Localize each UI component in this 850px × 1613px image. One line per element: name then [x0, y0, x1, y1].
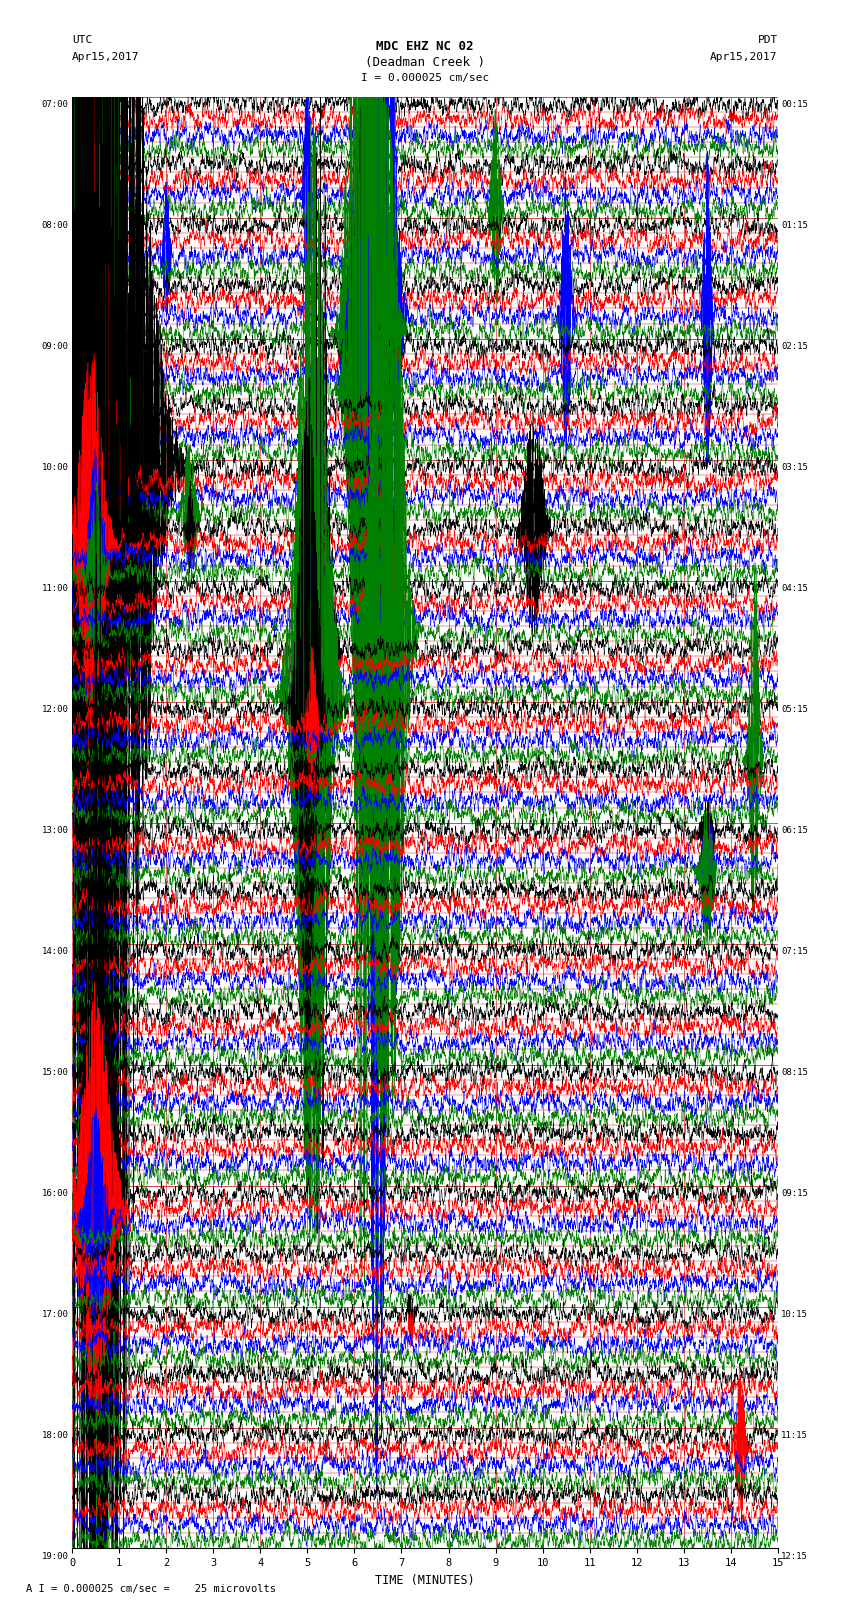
Text: 09:15: 09:15: [781, 1189, 808, 1197]
Text: UTC: UTC: [72, 35, 93, 45]
Text: MDC EHZ NC 02: MDC EHZ NC 02: [377, 40, 473, 53]
Text: 11:00: 11:00: [42, 584, 69, 592]
Text: PDT: PDT: [757, 35, 778, 45]
Text: 08:15: 08:15: [781, 1068, 808, 1076]
Text: 07:00: 07:00: [42, 100, 69, 108]
Text: 02:15: 02:15: [781, 342, 808, 350]
Text: 06:15: 06:15: [781, 826, 808, 834]
Text: 04:15: 04:15: [781, 584, 808, 592]
Text: 16:00: 16:00: [42, 1189, 69, 1197]
Text: A I = 0.000025 cm/sec =    25 microvolts: A I = 0.000025 cm/sec = 25 microvolts: [26, 1584, 275, 1594]
Text: 15:00: 15:00: [42, 1068, 69, 1076]
Text: (Deadman Creek ): (Deadman Creek ): [365, 56, 485, 69]
Text: 14:00: 14:00: [42, 947, 69, 955]
Text: 11:15: 11:15: [781, 1431, 808, 1439]
Text: 12:15: 12:15: [781, 1552, 808, 1560]
Text: 00:15: 00:15: [781, 100, 808, 108]
Text: Apr15,2017: Apr15,2017: [711, 52, 778, 61]
Text: 09:00: 09:00: [42, 342, 69, 350]
Text: 07:15: 07:15: [781, 947, 808, 955]
Text: I = 0.000025 cm/sec: I = 0.000025 cm/sec: [361, 73, 489, 82]
Text: 03:15: 03:15: [781, 463, 808, 471]
Text: 12:00: 12:00: [42, 705, 69, 713]
Text: 17:00: 17:00: [42, 1310, 69, 1318]
X-axis label: TIME (MINUTES): TIME (MINUTES): [375, 1574, 475, 1587]
Text: 13:00: 13:00: [42, 826, 69, 834]
Text: 19:00: 19:00: [42, 1552, 69, 1560]
Text: 08:00: 08:00: [42, 221, 69, 229]
Text: 10:00: 10:00: [42, 463, 69, 471]
Text: 05:15: 05:15: [781, 705, 808, 713]
Text: Apr15,2017: Apr15,2017: [72, 52, 139, 61]
Text: 18:00: 18:00: [42, 1431, 69, 1439]
Text: 10:15: 10:15: [781, 1310, 808, 1318]
Text: 01:15: 01:15: [781, 221, 808, 229]
